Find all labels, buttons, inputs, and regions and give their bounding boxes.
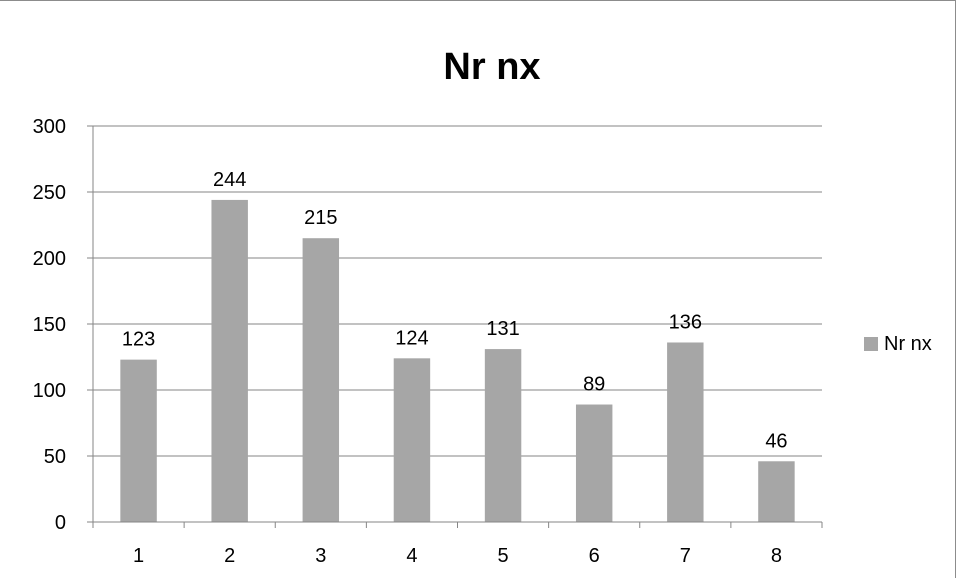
y-tick-label: 200 <box>33 248 66 270</box>
axes <box>87 125 823 528</box>
data-label: 136 <box>669 311 702 333</box>
data-labels: 123 244 215 124 131 89 136 46 <box>122 169 788 452</box>
data-label: 123 <box>122 329 155 351</box>
bar <box>484 349 522 522</box>
y-tick-label: 300 <box>33 116 66 138</box>
y-axis-tick-labels: 0 50 100 150 200 250 300 <box>33 116 66 534</box>
bars <box>120 199 795 523</box>
legend: Nr nx <box>864 333 932 355</box>
bar <box>758 461 795 522</box>
x-tick-label: 2 <box>224 545 235 567</box>
gridlines <box>93 125 822 457</box>
y-tick-label: 150 <box>33 314 66 336</box>
chart-title: Nr nx <box>443 46 540 88</box>
x-tick-label: 3 <box>315 545 326 567</box>
x-tick-label: 8 <box>771 545 782 567</box>
x-axis-tick-labels: 1 2 3 4 5 6 7 8 <box>133 545 782 567</box>
x-tick-label: 4 <box>406 545 417 567</box>
y-tick-label: 0 <box>55 512 66 534</box>
data-label: 215 <box>304 207 337 229</box>
x-tick-label: 7 <box>680 545 691 567</box>
x-tick-label: 5 <box>498 545 509 567</box>
x-tick-label: 1 <box>133 545 144 567</box>
data-label: 46 <box>765 430 787 452</box>
legend-swatch <box>864 337 878 351</box>
bar <box>211 199 248 523</box>
bar <box>120 359 157 522</box>
y-tick-label: 100 <box>33 380 66 402</box>
bar <box>575 404 613 522</box>
legend-label: Nr nx <box>884 333 932 355</box>
x-tick-label: 6 <box>589 545 600 567</box>
bar <box>667 342 704 522</box>
data-label: 244 <box>213 169 246 191</box>
bar <box>393 358 431 522</box>
data-label: 89 <box>583 374 605 396</box>
bar <box>302 238 340 522</box>
y-tick-label: 50 <box>44 446 66 468</box>
data-label: 124 <box>395 327 428 349</box>
data-label: 131 <box>486 318 519 340</box>
y-tick-label: 250 <box>33 182 66 204</box>
